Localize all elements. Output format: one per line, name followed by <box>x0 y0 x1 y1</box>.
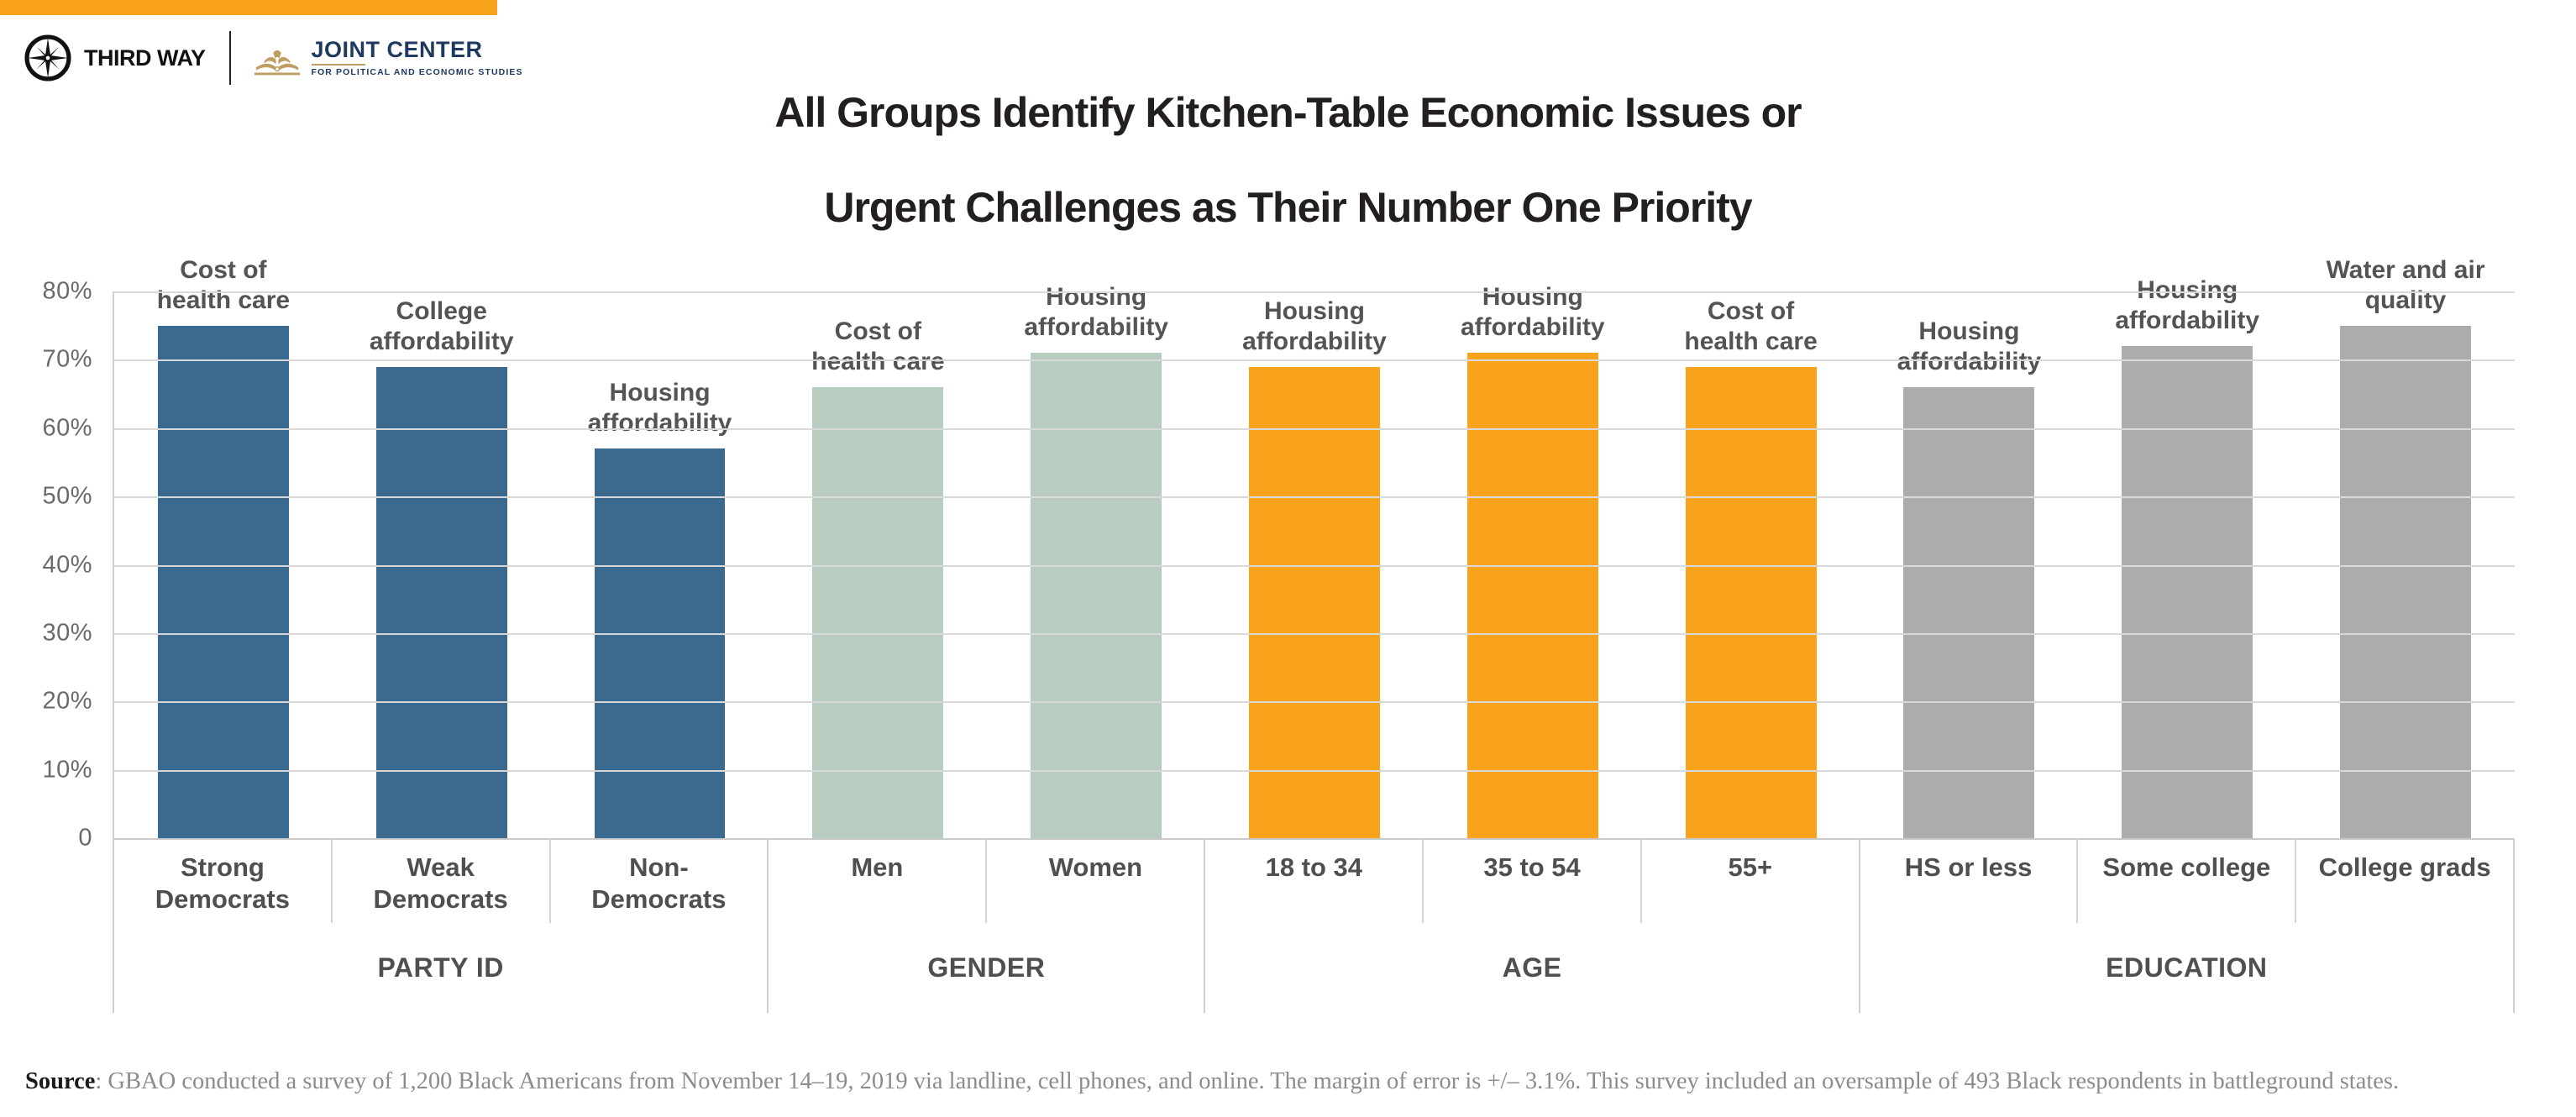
axis-group: Men Women GENDER <box>767 838 1204 1013</box>
bar <box>1249 366 1380 838</box>
axis-group: HS or less Some college College grads EDUCA… <box>1858 838 2515 1013</box>
logo-row: THIRD WAY JOINT CENTER FOR POLITICAL AND… <box>24 25 523 91</box>
category-label: Weak Democrats <box>330 838 549 923</box>
bar <box>594 448 726 838</box>
category-label: 35 to 54 <box>1422 838 1640 923</box>
category-label: Some college <box>2076 838 2295 923</box>
bar <box>1466 353 1598 838</box>
bar-issue-label: Cost of health care <box>1684 296 1818 355</box>
bar-issue-label: Housing affordability <box>587 379 732 438</box>
bar <box>157 325 289 838</box>
group-label: GENDER <box>927 952 1046 983</box>
third-way-wordmark: THIRD WAY <box>84 45 206 71</box>
joint-center-wordmark: JOINT CENTER FOR POLITICAL AND ECONOMIC … <box>311 37 523 77</box>
source-label: Source <box>25 1068 96 1094</box>
plot-area: Cost of health care College affordability… <box>113 256 2515 840</box>
category-label: 18 to 34 <box>1265 852 1363 882</box>
y-axis-tick: 70% <box>42 345 92 373</box>
bar-slot: Housing affordability <box>1205 291 1424 838</box>
group-label: PARTY ID <box>377 952 504 983</box>
bar <box>1903 386 2035 838</box>
bar-slot: College affordability <box>333 291 551 838</box>
gridline <box>114 838 2515 840</box>
bar-issue-label: Cost of health care <box>156 255 291 314</box>
gridline <box>114 291 2515 293</box>
bar <box>2122 346 2253 838</box>
gridline <box>114 564 2515 567</box>
page-title-line1: All Groups Identify Kitchen-Table Econom… <box>774 89 1802 136</box>
bar-slot: Housing affordability <box>987 283 1205 838</box>
bar-issue-label: Housing affordability <box>1897 317 2042 375</box>
bars-container: Cost of health care College affordability… <box>114 256 2515 838</box>
bar-slot: Cost of health care <box>114 256 333 838</box>
category-label: HS or less <box>1904 852 2033 882</box>
joint-center-name: JOINT CENTER <box>311 37 483 62</box>
bar-issue-label: Water and air quality <box>2326 255 2485 314</box>
bar-issue-label: Cost of health care <box>811 317 945 375</box>
y-axis-tick: 50% <box>42 482 92 510</box>
bar-slot: Cost of health care <box>769 291 987 838</box>
bar-issue-label: College affordability <box>369 296 514 355</box>
joint-center-gold-rule <box>311 64 365 66</box>
source-note: Source: GBAO conducted a survey of 1,200… <box>25 1068 2562 1095</box>
page-title: All Groups Identify Kitchen-Table Econom… <box>0 89 2576 232</box>
category-row: 18 to 34 35 to 54 55+ <box>1205 838 1858 923</box>
axis-group: Strong Democrats Weak Democrats Non- Democ… <box>113 838 767 1013</box>
bar <box>375 366 507 838</box>
category-label: Women <box>985 838 1204 923</box>
bar-slot: Housing affordability <box>1860 291 2079 838</box>
category-row: Men Women <box>769 838 1204 923</box>
joint-center-tagline: FOR POLITICAL AND ECONOMIC STUDIES <box>311 67 523 77</box>
source-text: : GBAO conducted a survey of 1,200 Black… <box>95 1068 2400 1094</box>
bar <box>2340 325 2471 838</box>
y-axis-tick: 0 <box>78 824 92 852</box>
y-axis: 80% 70% 60% 50% 40% 30% 20% 10% 0 <box>0 278 92 852</box>
category-label: 55+ <box>1640 838 1859 923</box>
group-label: AGE <box>1502 952 1562 983</box>
bar-slot: Housing affordability <box>1424 283 1642 838</box>
bar-slot: Water and air quality <box>2296 256 2515 838</box>
joint-center-book-icon <box>254 50 300 76</box>
x-axis-table: Strong Democrats Weak Democrats Non- Democ… <box>113 838 2515 1013</box>
category-row: HS or less Some college College grads <box>1860 838 2513 923</box>
third-way-compass-icon <box>24 34 71 81</box>
axis-group: 18 to 34 35 to 54 55+ AGE <box>1204 838 1858 1013</box>
y-axis-tick: 60% <box>42 414 92 442</box>
group-label: EDUCATION <box>2106 952 2268 983</box>
page-title-line2: Urgent Challenges as Their Number One Pr… <box>824 184 1752 231</box>
bar-issue-label: Housing affordability <box>1024 283 1168 342</box>
gridline <box>114 769 2515 772</box>
bar <box>1031 353 1162 838</box>
logo-divider <box>228 31 231 85</box>
bar-slot: Cost of health care <box>1642 291 1860 838</box>
y-axis-tick: 30% <box>42 619 92 647</box>
y-axis-tick: 40% <box>42 551 92 578</box>
category-label: College grads <box>2295 838 2513 923</box>
category-label: Non- Democrats <box>548 838 768 923</box>
top-accent-banner <box>0 0 497 15</box>
bar <box>812 386 944 838</box>
y-axis-tick: 10% <box>42 756 92 784</box>
category-label: Men <box>851 852 904 882</box>
gridline <box>114 496 2515 499</box>
gridline <box>114 632 2515 635</box>
bar-slot: Housing affordability <box>551 291 769 838</box>
gridline <box>114 701 2515 704</box>
y-axis-tick: 20% <box>42 687 92 715</box>
gridline <box>114 359 2515 362</box>
bar <box>1685 366 1817 838</box>
bar-issue-label: Housing affordability <box>1242 296 1387 355</box>
bar-issue-label: Housing affordability <box>1460 283 1605 342</box>
y-axis-tick: 80% <box>42 277 92 305</box>
bar-issue-label: Housing affordability <box>2115 276 2260 335</box>
gridline <box>114 427 2515 430</box>
category-row: Strong Democrats Weak Democrats Non- Democ… <box>114 838 767 923</box>
category-label: Strong Democrats <box>155 852 290 914</box>
